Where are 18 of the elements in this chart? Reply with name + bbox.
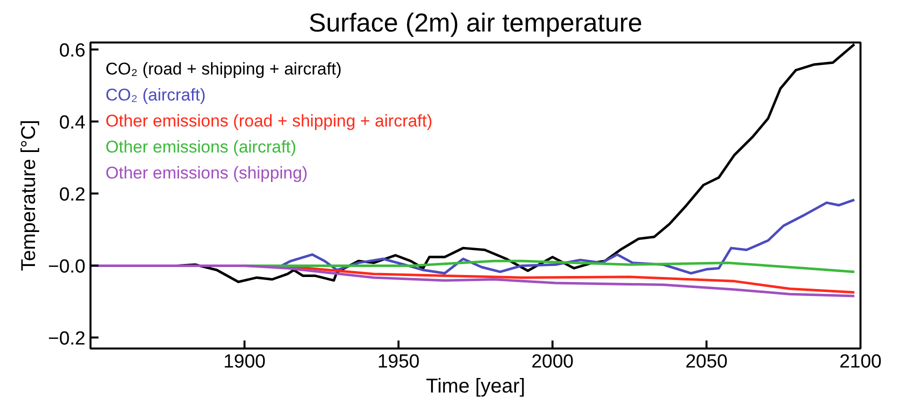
y-tick-label: 0.6 [59,40,86,62]
x-tick-label: 2000 [531,352,574,372]
y-tick-label: 0.2 [59,184,86,206]
text: Other emissions (road + shipping + aircraft) [106,112,432,130]
text: Other emissions (shipping) [106,164,308,182]
y-tick-label: 0.4 [59,112,86,134]
x-tick-label: 1900 [223,352,266,372]
text: CO₂ (road + shipping + aircraft) [106,60,342,78]
text: Other emissions (aircraft) [106,138,296,156]
x-axis-title: Time [year] [426,376,526,398]
chart-title: Surface (2m) air temperature [308,8,642,38]
x-tick-label: 2050 [685,352,728,372]
y-axis-title: Temperature [°C] [18,120,40,272]
x-tick-label: 2100 [839,352,882,372]
text: CO₂ (aircraft) [106,86,206,104]
y-tick-label: −0.2 [48,328,86,350]
x-tick-label: 1950 [377,352,420,372]
y-tick-label: −0.0 [48,256,86,278]
